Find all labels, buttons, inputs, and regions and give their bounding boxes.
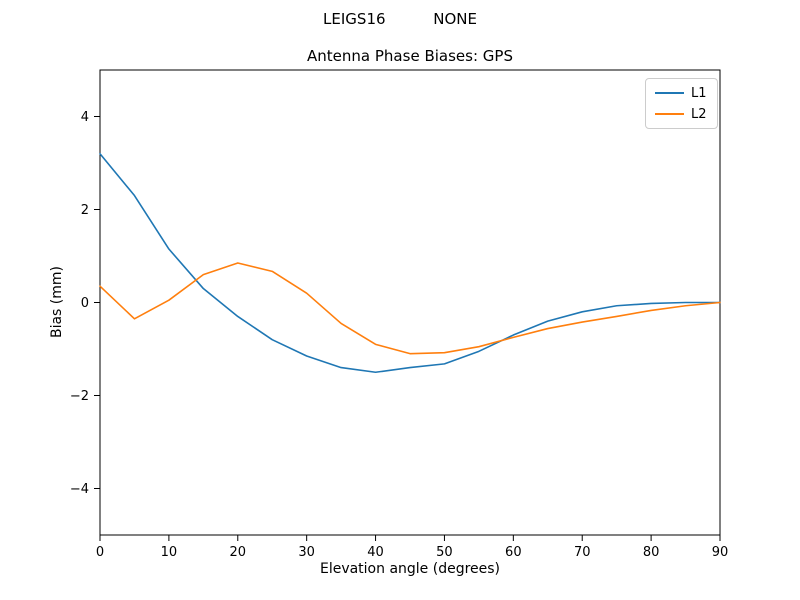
x-tick-label: 90 (712, 545, 729, 560)
x-tick-label: 30 (298, 545, 315, 560)
x-tick-label: 10 (161, 545, 178, 560)
y-tick-label: 2 (81, 203, 89, 218)
legend-label-L1: L1 (691, 85, 707, 101)
x-tick-label: 80 (643, 545, 660, 560)
x-tick-label: 50 (436, 545, 453, 560)
x-axis-label: Elevation angle (degrees) (319, 561, 501, 577)
chart-title: Antenna Phase Biases: GPS (307, 47, 513, 65)
y-tick-label: 4 (81, 110, 89, 125)
x-tick-label: 40 (367, 545, 384, 560)
x-tick-label: 70 (574, 545, 591, 560)
x-tick-label: 0 (96, 545, 104, 560)
series-line-L1 (99, 152, 721, 374)
legend-line-sample-L1 (655, 92, 684, 94)
legend-line-sample-L2 (655, 113, 684, 115)
legend-item-L1: L1 (655, 84, 707, 102)
series-line-L2 (99, 262, 721, 355)
y-tick-label: 0 (81, 296, 89, 311)
x-tick-label: 20 (230, 545, 247, 560)
y-tick-label: −2 (70, 389, 89, 404)
axes-spines (99, 69, 721, 536)
legend: L1 L2 (645, 78, 718, 129)
legend-label-L2: L2 (691, 106, 707, 122)
y-axis-label: Bias (mm) (49, 265, 65, 339)
legend-item-L2: L2 (655, 105, 707, 123)
x-tick-label: 60 (505, 545, 522, 560)
figure-suptitle: LEIGS16 NONE (323, 10, 477, 28)
y-tick-label: −4 (70, 482, 89, 497)
